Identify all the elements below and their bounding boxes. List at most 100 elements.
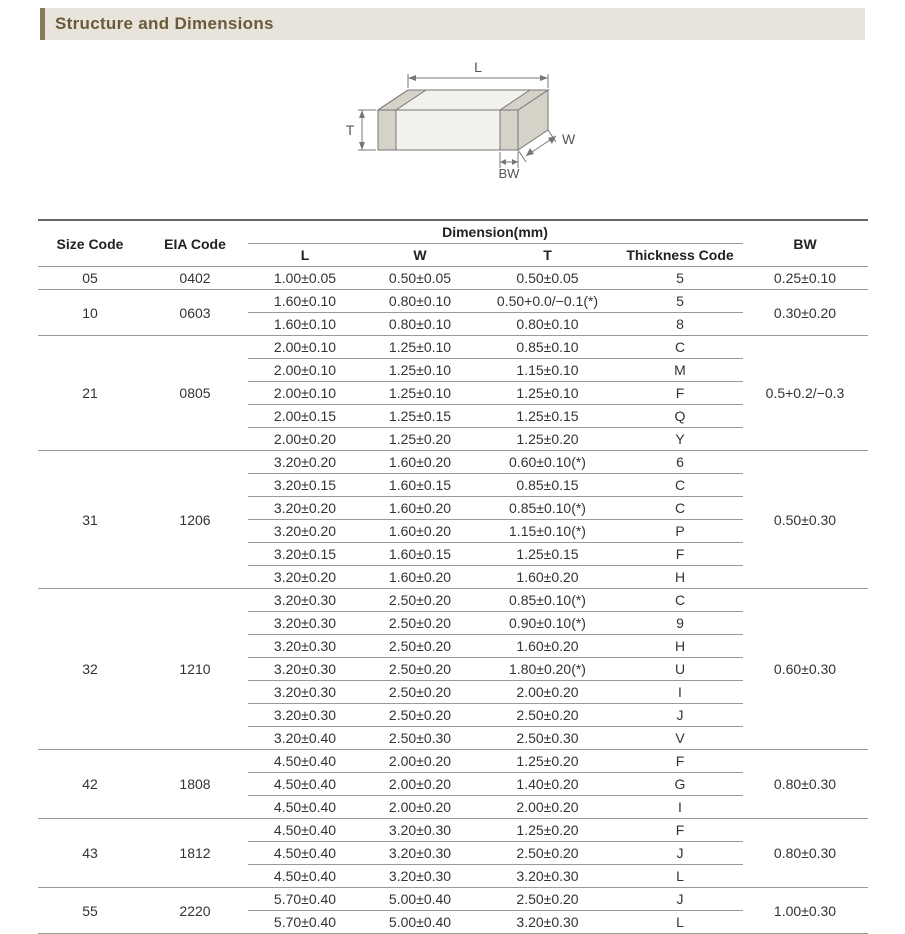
- cell-tc: F: [618, 382, 743, 405]
- cell-W: 0.80±0.10: [363, 290, 478, 313]
- header-dimension-group: Dimension(mm): [248, 220, 743, 244]
- cell-size-code: 10: [38, 290, 143, 336]
- table-row: 1006031.60±0.100.80±0.100.50+0.0/−0.1(*)…: [38, 290, 868, 313]
- cell-eia-code: 1206: [143, 451, 248, 589]
- cell-size-code: 42: [38, 750, 143, 819]
- cell-L: 1.60±0.10: [248, 313, 363, 336]
- cell-L: 4.50±0.40: [248, 819, 363, 842]
- cell-T: 1.25±0.15: [478, 543, 618, 566]
- cell-tc: 5: [618, 267, 743, 290]
- cell-L: 2.00±0.10: [248, 359, 363, 382]
- cell-T: 1.60±0.20: [478, 566, 618, 589]
- dimension-diagram: L T W BW: [0, 50, 905, 205]
- cell-tc: L: [618, 911, 743, 934]
- cell-L: 2.00±0.15: [248, 405, 363, 428]
- cell-T: 1.60±0.20: [478, 635, 618, 658]
- cell-tc: I: [618, 681, 743, 704]
- cell-L: 3.20±0.30: [248, 658, 363, 681]
- header-eia-code: EIA Code: [143, 220, 248, 267]
- cell-W: 1.60±0.15: [363, 543, 478, 566]
- cell-W: 1.25±0.10: [363, 336, 478, 359]
- cell-W: 1.25±0.10: [363, 359, 478, 382]
- diagram-label-T: T: [345, 122, 354, 138]
- cell-tc: 8: [618, 313, 743, 336]
- cell-T: 2.50±0.20: [478, 888, 618, 911]
- cell-bw: 0.80±0.30: [743, 750, 868, 819]
- header-bw: BW: [743, 220, 868, 267]
- cell-tc: C: [618, 497, 743, 520]
- cell-T: 0.80±0.10: [478, 313, 618, 336]
- cell-W: 1.25±0.15: [363, 405, 478, 428]
- cell-tc: M: [618, 359, 743, 382]
- cell-T: 0.85±0.15: [478, 474, 618, 497]
- cell-eia-code: 0402: [143, 267, 248, 290]
- cell-W: 2.50±0.20: [363, 635, 478, 658]
- cell-T: 1.40±0.20: [478, 773, 618, 796]
- cell-size-code: 05: [38, 267, 143, 290]
- cell-T: 1.15±0.10(*): [478, 520, 618, 543]
- cell-eia-code: 0805: [143, 336, 248, 451]
- cell-W: 2.50±0.20: [363, 589, 478, 612]
- cell-L: 4.50±0.40: [248, 773, 363, 796]
- cell-tc: I: [618, 796, 743, 819]
- diagram-label-W: W: [562, 131, 576, 147]
- cell-T: 2.50±0.20: [478, 704, 618, 727]
- dimensions-table: Size Code EIA Code Dimension(mm) BW L W …: [38, 219, 868, 934]
- cell-W: 0.80±0.10: [363, 313, 478, 336]
- cell-tc: C: [618, 336, 743, 359]
- cell-W: 1.25±0.10: [363, 382, 478, 405]
- cell-L: 2.00±0.10: [248, 336, 363, 359]
- cell-eia-code: 1210: [143, 589, 248, 750]
- cell-T: 0.60±0.10(*): [478, 451, 618, 474]
- cell-tc: U: [618, 658, 743, 681]
- cell-T: 0.50+0.0/−0.1(*): [478, 290, 618, 313]
- header-size-code: Size Code: [38, 220, 143, 267]
- cell-bw: 0.80±0.30: [743, 819, 868, 888]
- cell-W: 3.20±0.30: [363, 842, 478, 865]
- cell-T: 2.00±0.20: [478, 681, 618, 704]
- table-header: Size Code EIA Code Dimension(mm) BW L W …: [38, 220, 868, 267]
- cell-tc: C: [618, 474, 743, 497]
- cell-T: 0.85±0.10: [478, 336, 618, 359]
- cell-T: 1.25±0.20: [478, 750, 618, 773]
- cell-W: 2.00±0.20: [363, 773, 478, 796]
- diagram-label-BW: BW: [498, 166, 520, 181]
- cell-W: 1.60±0.20: [363, 520, 478, 543]
- cell-W: 1.60±0.20: [363, 451, 478, 474]
- cell-L: 3.20±0.30: [248, 681, 363, 704]
- cell-L: 4.50±0.40: [248, 796, 363, 819]
- cell-W: 2.50±0.20: [363, 612, 478, 635]
- cell-bw: 0.50±0.30: [743, 451, 868, 589]
- cell-T: 2.50±0.30: [478, 727, 618, 750]
- cell-T: 2.50±0.20: [478, 842, 618, 865]
- header-thickness-code: Thickness Code: [618, 244, 743, 267]
- cell-tc: J: [618, 888, 743, 911]
- cell-T: 1.25±0.10: [478, 382, 618, 405]
- table-row: 0504021.00±0.050.50±0.050.50±0.0550.25±0…: [38, 267, 868, 290]
- cell-W: 1.60±0.20: [363, 566, 478, 589]
- cell-tc: 9: [618, 612, 743, 635]
- table-row: 5522205.70±0.405.00±0.402.50±0.20J1.00±0…: [38, 888, 868, 911]
- cell-W: 3.20±0.30: [363, 819, 478, 842]
- table-row: 3112063.20±0.201.60±0.200.60±0.10(*)60.5…: [38, 451, 868, 474]
- cell-tc: F: [618, 543, 743, 566]
- cell-size-code: 43: [38, 819, 143, 888]
- cell-bw: 0.30±0.20: [743, 290, 868, 336]
- cell-bw: 0.60±0.30: [743, 589, 868, 750]
- cell-W: 3.20±0.30: [363, 865, 478, 888]
- cell-size-code: 32: [38, 589, 143, 750]
- cell-W: 0.50±0.05: [363, 267, 478, 290]
- cell-L: 1.60±0.10: [248, 290, 363, 313]
- cell-eia-code: 0603: [143, 290, 248, 336]
- cell-L: 2.00±0.20: [248, 428, 363, 451]
- cell-tc: F: [618, 750, 743, 773]
- cell-tc: Q: [618, 405, 743, 428]
- header-L: L: [248, 244, 363, 267]
- cell-L: 4.50±0.40: [248, 750, 363, 773]
- cell-tc: Y: [618, 428, 743, 451]
- cell-L: 1.00±0.05: [248, 267, 363, 290]
- table-row: 4218084.50±0.402.00±0.201.25±0.20F0.80±0…: [38, 750, 868, 773]
- cell-tc: G: [618, 773, 743, 796]
- section-title: Structure and Dimensions: [55, 14, 274, 33]
- cell-tc: P: [618, 520, 743, 543]
